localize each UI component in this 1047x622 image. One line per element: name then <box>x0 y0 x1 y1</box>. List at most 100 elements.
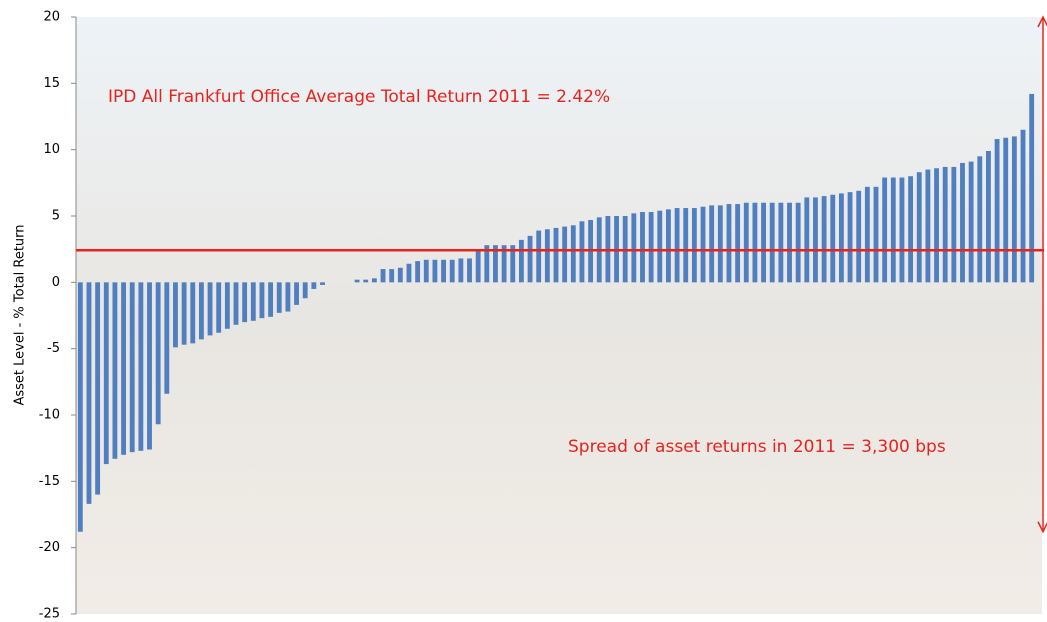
bar <box>761 203 766 283</box>
bar <box>675 208 680 282</box>
bar <box>1003 138 1008 283</box>
bar <box>251 282 256 320</box>
bar <box>398 268 403 283</box>
bar <box>822 196 827 282</box>
annotation: IPD All Frankfurt Office Average Total R… <box>108 87 610 107</box>
bar <box>112 282 117 458</box>
bar <box>692 208 697 282</box>
bar <box>138 282 143 450</box>
bar <box>908 176 913 282</box>
bar <box>216 282 221 332</box>
bar <box>407 264 412 283</box>
bar <box>519 240 524 282</box>
y-tick-label: 5 <box>52 209 60 224</box>
y-tick-label: 0 <box>52 275 60 290</box>
bar <box>969 162 974 283</box>
bar <box>744 203 749 283</box>
bar <box>874 187 879 283</box>
bar <box>657 211 662 283</box>
bar <box>770 203 775 283</box>
bar <box>727 204 732 282</box>
bar <box>839 193 844 282</box>
bar <box>882 178 887 283</box>
bar <box>458 258 463 282</box>
bar <box>303 282 308 298</box>
bar <box>562 227 567 283</box>
bar <box>995 139 1000 282</box>
bar <box>683 208 688 282</box>
bar <box>130 282 135 452</box>
bar <box>441 260 446 283</box>
bar <box>571 225 576 282</box>
bar <box>796 203 801 283</box>
bar <box>147 282 152 449</box>
bar <box>701 207 706 283</box>
y-tick-label: -20 <box>39 540 60 555</box>
bar <box>355 280 360 283</box>
bar <box>900 178 905 283</box>
bar <box>87 282 92 504</box>
bar <box>450 260 455 283</box>
bar <box>977 156 982 282</box>
bar <box>268 282 273 316</box>
bar <box>917 172 922 282</box>
y-tick-label: 15 <box>43 76 60 91</box>
bar <box>415 261 420 282</box>
bar <box>104 282 109 464</box>
y-axis-label: Asset Level - % Total Return <box>13 224 28 405</box>
bar <box>173 282 178 347</box>
bar <box>78 282 83 531</box>
bar <box>960 163 965 282</box>
bar <box>1021 130 1026 283</box>
bar <box>190 282 195 343</box>
bar <box>856 191 861 283</box>
bar <box>925 170 930 283</box>
bar <box>830 195 835 283</box>
bar <box>260 282 265 318</box>
bar <box>631 213 636 282</box>
bar <box>432 260 437 283</box>
y-tick-label: -10 <box>39 408 60 423</box>
bar <box>208 282 213 335</box>
bar <box>528 236 533 282</box>
bar <box>156 282 161 424</box>
y-tick-label: -5 <box>47 341 60 356</box>
y-tick-label: -25 <box>39 607 60 622</box>
bar <box>381 269 386 282</box>
bar <box>848 192 853 282</box>
bar <box>787 203 792 283</box>
annotation: Spread of asset returns in 2011 = 3,300 … <box>568 437 946 457</box>
bar <box>320 282 325 285</box>
bar <box>804 197 809 282</box>
bar <box>277 282 282 313</box>
bar <box>649 212 654 282</box>
y-tick-label: 10 <box>43 142 60 157</box>
chart: Asset Level - % Total Return IPD All Fra… <box>0 0 1047 622</box>
bar <box>666 209 671 282</box>
bar <box>951 167 956 282</box>
bar <box>467 258 472 282</box>
bar <box>389 269 394 282</box>
bar <box>752 203 757 283</box>
bar <box>182 282 187 344</box>
bar <box>363 280 368 283</box>
bar <box>735 204 740 282</box>
y-tick-label: -15 <box>39 474 60 489</box>
bar <box>225 282 230 328</box>
bar <box>1012 136 1017 282</box>
bar <box>813 197 818 282</box>
bar <box>986 151 991 282</box>
bar <box>545 229 550 282</box>
bar <box>580 221 585 282</box>
bar <box>311 282 316 289</box>
bar <box>476 249 481 282</box>
bar <box>554 228 559 282</box>
bar <box>424 260 429 283</box>
bar <box>164 282 169 393</box>
bar <box>865 187 870 283</box>
bar <box>709 205 714 282</box>
bar <box>294 282 299 305</box>
bar <box>242 282 247 322</box>
bar <box>121 282 126 454</box>
bar <box>718 205 723 282</box>
